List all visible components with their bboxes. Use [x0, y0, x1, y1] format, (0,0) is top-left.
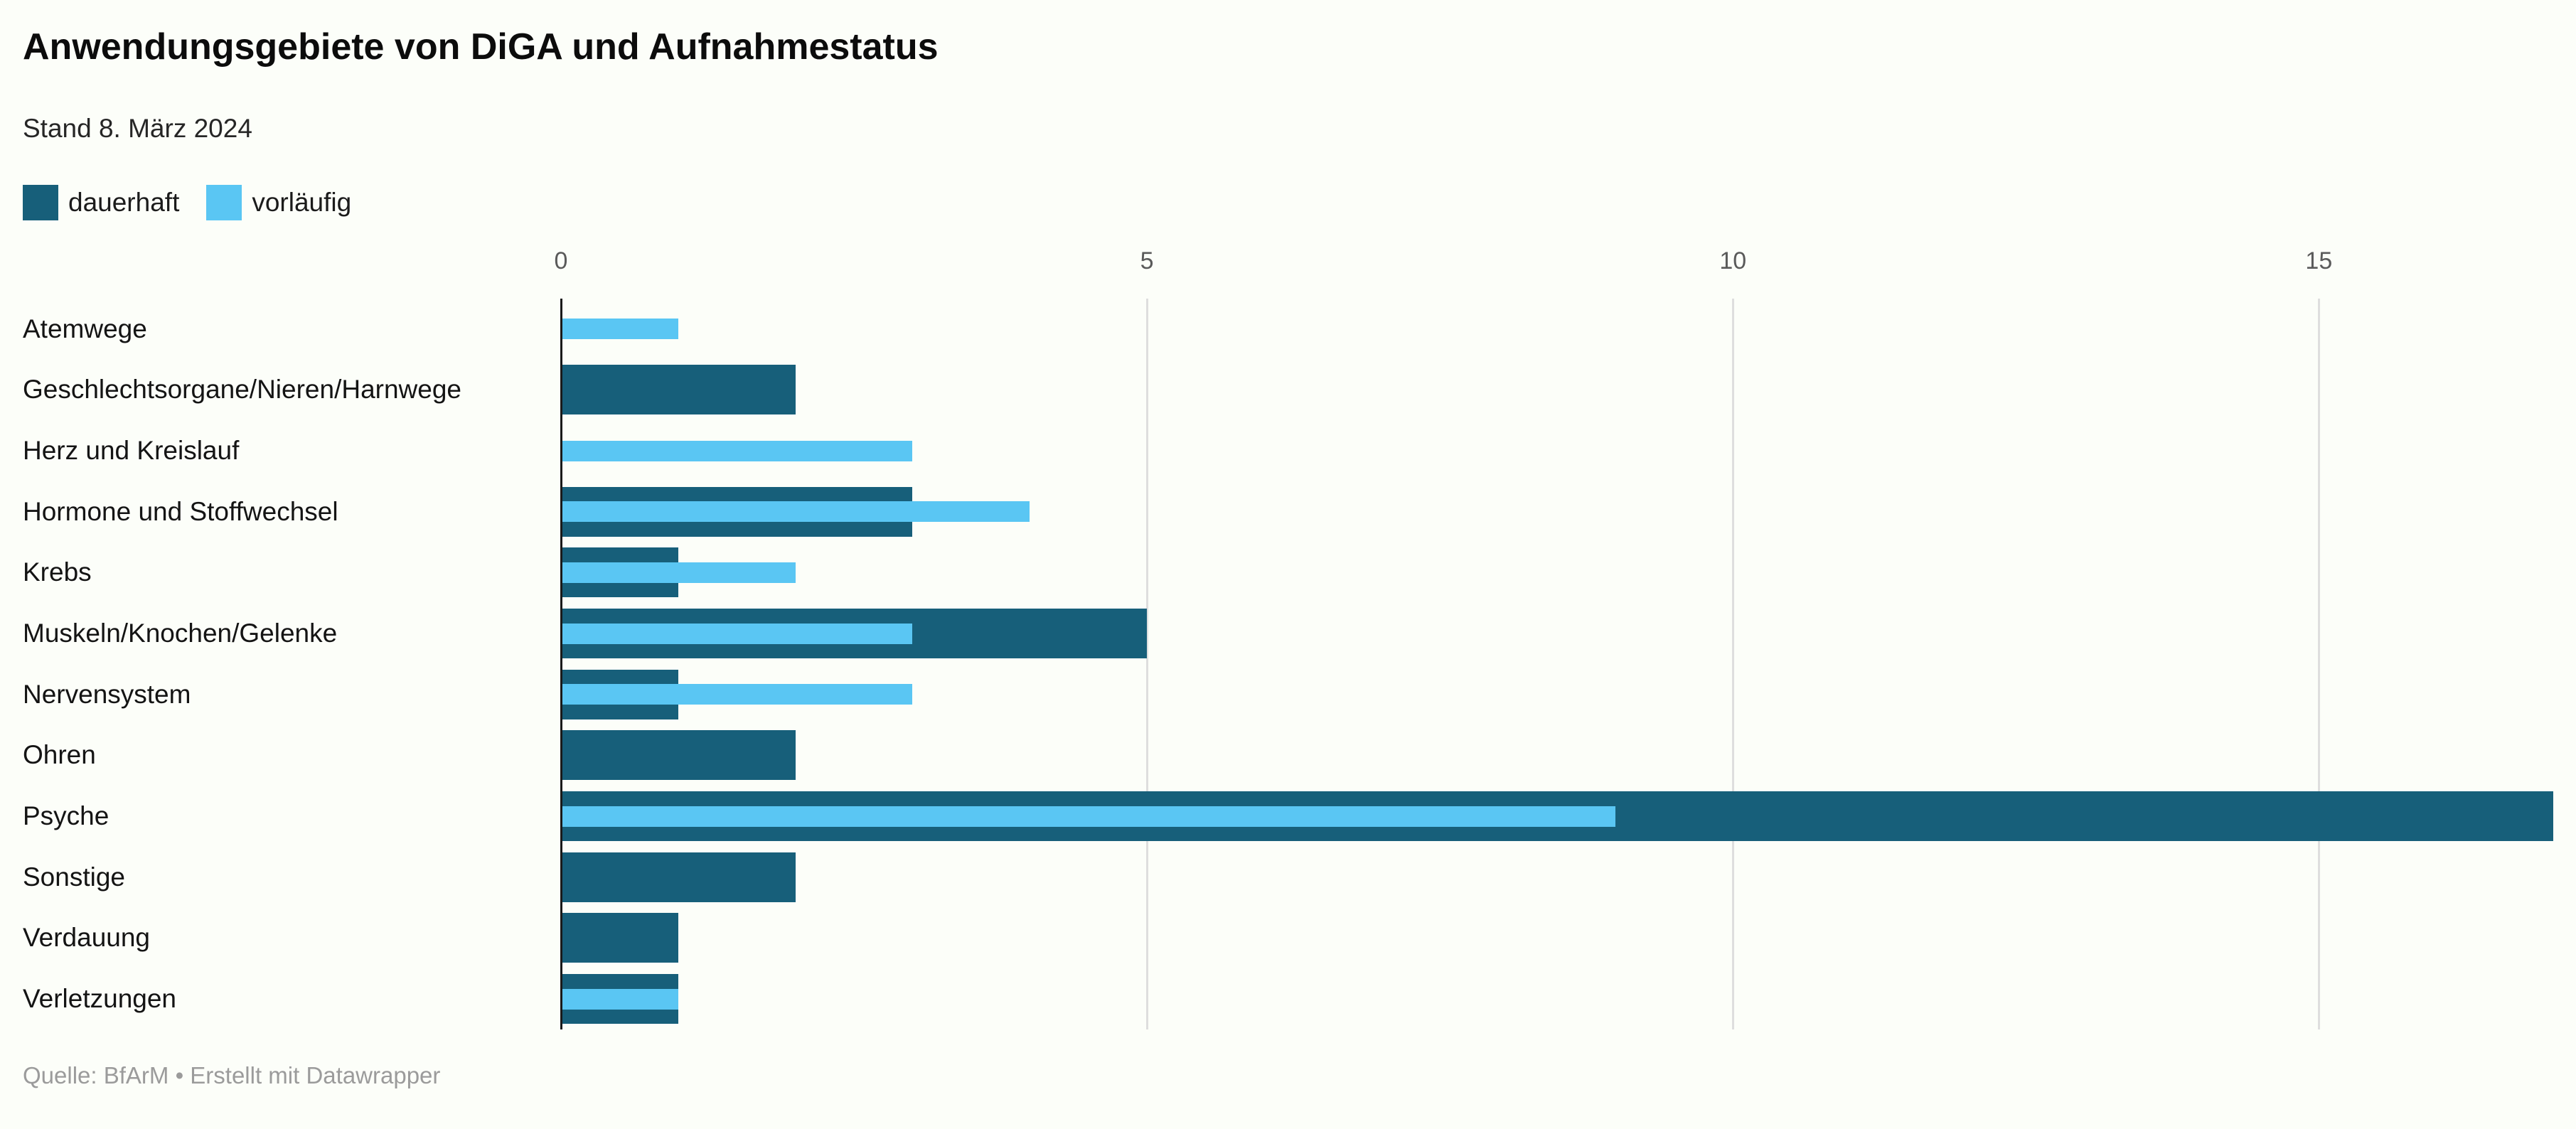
category-label: Verdauung [23, 923, 151, 953]
legend-swatch-dauerhaft [23, 185, 58, 220]
category-label: Atemwege [23, 314, 147, 343]
bar-group [561, 847, 2553, 908]
legend-label-dauerhaft: dauerhaft [68, 188, 180, 217]
bar-vorläufig[interactable] [561, 806, 1616, 827]
bar-group [561, 542, 2553, 604]
bar-dauerhaft[interactable] [561, 730, 796, 781]
bar-vorläufig[interactable] [561, 623, 913, 644]
bar-group [561, 664, 2553, 725]
legend-swatch-vorlaeufig [206, 185, 242, 220]
bar-group [561, 968, 2553, 1029]
legend-item-dauerhaft: dauerhaft [23, 185, 179, 220]
x-axis: 0 5 10 15 [555, 247, 2553, 282]
category-label: Muskeln/Knochen/Gelenke [23, 619, 338, 648]
legend-label-vorlaeufig: vorläufig [252, 188, 352, 217]
bar-group [561, 786, 2553, 847]
category-label: Nervensystem [23, 679, 191, 709]
bar-group [561, 299, 2553, 360]
x-tick-label-0: 0 [554, 247, 568, 274]
category-label: Hormone und Stoffwechsel [23, 496, 338, 526]
bar-group [561, 481, 2553, 542]
gridline-5 [1146, 299, 1149, 1029]
bar-dauerhaft[interactable] [561, 852, 796, 902]
gridline-15 [2318, 299, 2321, 1029]
category-label: Geschlechtsorgane/Nieren/Harnwege [23, 375, 462, 405]
bar-group [561, 908, 2553, 969]
bar-group [561, 360, 2553, 421]
bar-group [561, 420, 2553, 481]
bar-group [561, 725, 2553, 786]
category-label: Verletzungen [23, 984, 177, 1014]
legend: dauerhaft vorläufig [23, 185, 351, 220]
bar-vorläufig[interactable] [561, 988, 678, 1010]
chart-subtitle: Stand 8. März 2024 [23, 114, 252, 143]
bar-vorläufig[interactable] [561, 440, 913, 461]
category-label: Herz und Kreislauf [23, 436, 240, 466]
chart-title: Anwendungsgebiete von DiGA und Aufnahmes… [23, 26, 939, 68]
gridline-10 [1732, 299, 1735, 1029]
bar-vorläufig[interactable] [561, 501, 1030, 523]
bar-dauerhaft[interactable] [561, 913, 678, 963]
bar-vorläufig[interactable] [561, 684, 913, 705]
x-tick-label-10: 10 [1719, 247, 1747, 274]
category-labels: Atemwege Geschlechtsorgane/Nieren/Harnweg… [23, 299, 556, 1029]
x-tick-label-15: 15 [2305, 247, 2333, 274]
category-label: Sonstige [23, 862, 125, 892]
bar-vorläufig[interactable] [561, 562, 796, 583]
bar-dauerhaft[interactable] [561, 365, 796, 415]
category-label: Psyche [23, 801, 109, 831]
legend-item-vorlaeufig: vorläufig [206, 185, 351, 220]
category-label: Krebs [23, 557, 92, 587]
x-tick-label-5: 5 [1140, 247, 1154, 274]
bar-vorläufig[interactable] [561, 319, 678, 340]
category-label: Ohren [23, 740, 96, 770]
source-attribution: Quelle: BfArM • Erstellt mit Datawrapper [23, 1062, 441, 1088]
bar-group [561, 603, 2553, 664]
axis-zero-line [560, 299, 562, 1029]
plot-area [560, 299, 2553, 1029]
